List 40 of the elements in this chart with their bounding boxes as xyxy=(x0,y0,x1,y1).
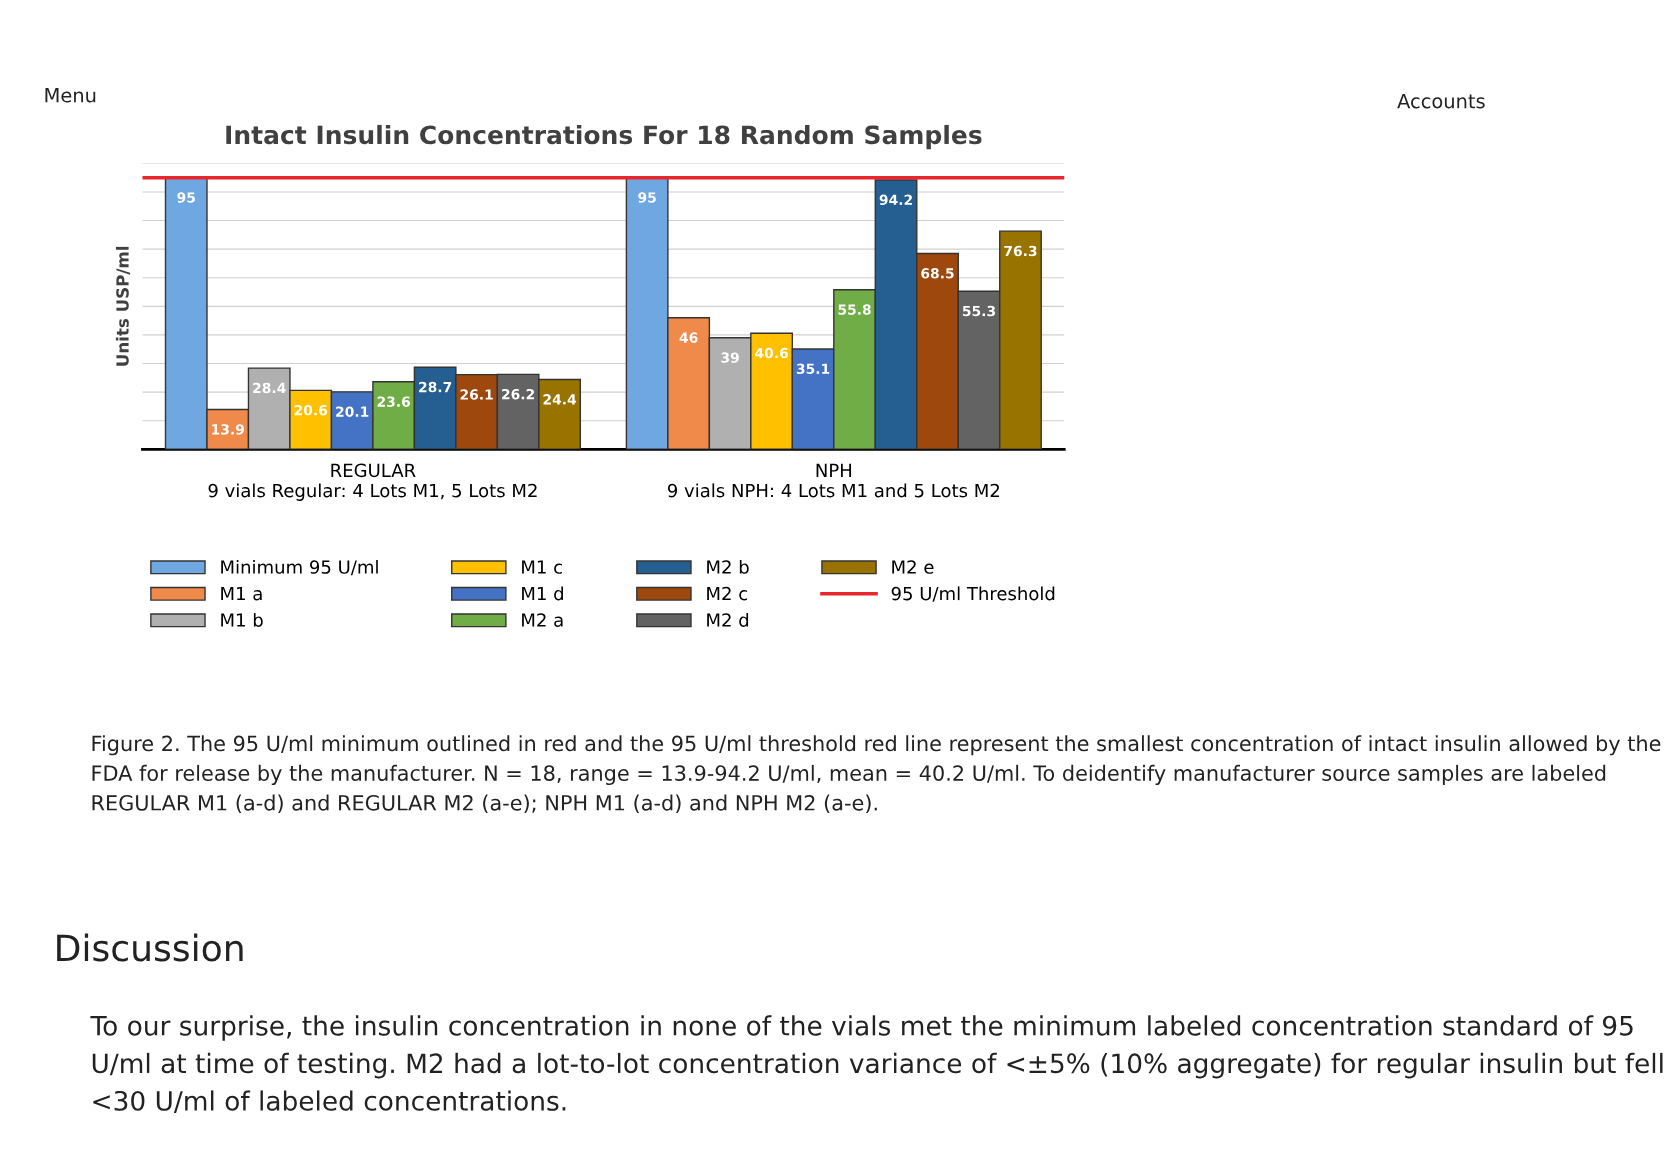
legend-label: M1 c xyxy=(522,560,562,574)
data-label: 28.4 xyxy=(253,382,286,394)
legend-label: M1 a xyxy=(221,586,262,601)
y-axis-title: Units USP/ml xyxy=(115,246,131,366)
data-label: 20.1 xyxy=(336,406,369,417)
legend-label: M2 c xyxy=(707,586,748,601)
data-label: 24.4 xyxy=(543,394,577,405)
legend-label: M1 b xyxy=(221,612,263,627)
x-tick-label: NPH 9 vials NPH: 4 Lots M1 and 5 Lots M2 xyxy=(667,463,1000,498)
data-label: 39 xyxy=(721,352,739,363)
data-label: 55.8 xyxy=(838,304,871,315)
data-label: 95 xyxy=(638,192,656,203)
legend-label: M2 d xyxy=(707,612,749,627)
text: Discussion xyxy=(57,933,243,962)
data-label: 46 xyxy=(679,332,698,343)
legend-label: M2 b xyxy=(707,559,749,574)
legend-label: M2 e xyxy=(892,560,934,574)
legend-label: M1 d xyxy=(522,586,563,601)
text: Accounts xyxy=(1397,93,1485,109)
data-label: 26.2 xyxy=(502,388,535,400)
data-label: 40.6 xyxy=(755,347,788,359)
data-label: 26.1 xyxy=(460,389,493,400)
chart-title: Intact Insulin Concentrations For 18 Random Samples xyxy=(226,124,982,150)
data-label: 23.6 xyxy=(377,396,411,407)
data-label: 13.9 xyxy=(212,424,244,435)
text: Menu xyxy=(45,88,96,103)
text: To our surprise, the insulin concentration in none of the vials met the minimum labeled concentration standard of 95 U/ml at time of testing. M2 had a lot-to-lot concentration variance of <±5% (10% aggregate) for regular insulin but fell <30 U/ml of labeled concentrations. xyxy=(90,1015,1663,1113)
data-label: 95 xyxy=(177,192,195,203)
legend-label: M2 a xyxy=(522,613,563,627)
data-label: 68.5 xyxy=(921,268,954,279)
data-label: 28.7 xyxy=(419,381,452,393)
legend-label: Minimum 95 U/ml xyxy=(221,559,378,576)
data-label: 55.3 xyxy=(962,305,996,317)
legend-label: 95 U/ml Threshold xyxy=(891,586,1055,602)
data-label: 35.1 xyxy=(796,363,830,375)
x-tick-label: REGULAR 9 vials Regular: 4 Lots M1, 5 Lots M2 xyxy=(208,463,537,501)
caption: Figure 2. The 95 U/ml minimum outlined in red and the 95 U/ml threshold red line represent the smallest concentration of intact insulin allowed by the FDA for release by the manufacturer. N = 18, range = 13.9-94.2 U/ml, mean = 40.2 U/ml. To deidentify manufacturer source samples are labeled REGULAR M1 (a-d) and REGULAR M2 (a-e); NPH M1 (a-d) and NPH M2 (a-e). xyxy=(92,735,1661,814)
data-label: 94.2 xyxy=(879,194,912,206)
data-label: 20.6 xyxy=(294,404,328,416)
data-label: 76.3 xyxy=(1004,245,1037,257)
